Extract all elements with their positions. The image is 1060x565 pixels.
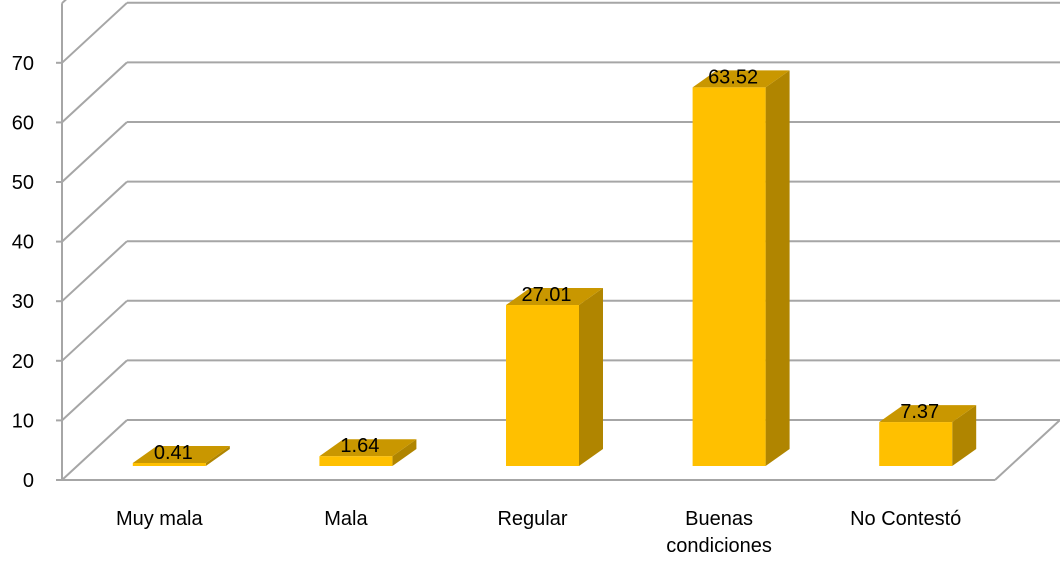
data-label: 7.37 [900,401,939,423]
category-label: Muy mala [116,508,204,530]
gridline-diagonal [61,180,128,243]
y-tick-label: 20 [12,351,34,373]
category-label: No Contestó [850,508,961,530]
bar-side [579,288,603,466]
y-tick-label: 30 [12,291,34,313]
axis-layer: 0 10 20 30 40 50 60 70 [12,3,995,492]
gridline-diagonal [61,2,128,64]
gridline-diagonal [61,0,67,4]
bars-layer [132,70,977,466]
bar [319,456,393,466]
gridline-diagonal [61,121,128,183]
bar-side [765,70,790,466]
category-label: condiciones [666,535,772,557]
y-tick-label: 50 [12,172,34,194]
gridline-diagonal [61,359,128,422]
bar [692,87,766,466]
bar-top [319,439,417,457]
bar-top [692,70,790,88]
y-tick-label: 0 [23,470,34,492]
bar [879,422,953,466]
bar [506,305,579,466]
y-tick-label: 10 [12,410,34,432]
floor-edge [994,419,1060,481]
labels-layer: 0.41 Muy mala 1.64 Mala 27.01 Regular 63.52 Bue… [116,66,961,557]
category-label: Regular [497,508,567,530]
y-tick-label: 60 [12,112,34,134]
gridline-diagonal [61,240,128,302]
bar-side [952,405,977,466]
bar-side [392,439,417,466]
gridline-diagonal [61,61,128,124]
data-label: 1.64 [340,435,379,457]
bar [132,463,206,466]
bar-top [879,405,977,423]
category-label: Mala [324,508,368,530]
data-label: 27.01 [521,284,571,306]
bar-top [506,288,603,306]
bar-top [132,446,230,463]
y-tick-label: 70 [12,53,34,75]
bar-side [205,446,230,466]
gridline-diagonal [61,300,128,362]
data-label: 63.52 [708,66,758,88]
y-tick-label: 40 [12,232,34,254]
gridline-diagonal [61,419,128,481]
category-label: Buenas [685,508,753,530]
data-label: 0.41 [154,442,193,464]
